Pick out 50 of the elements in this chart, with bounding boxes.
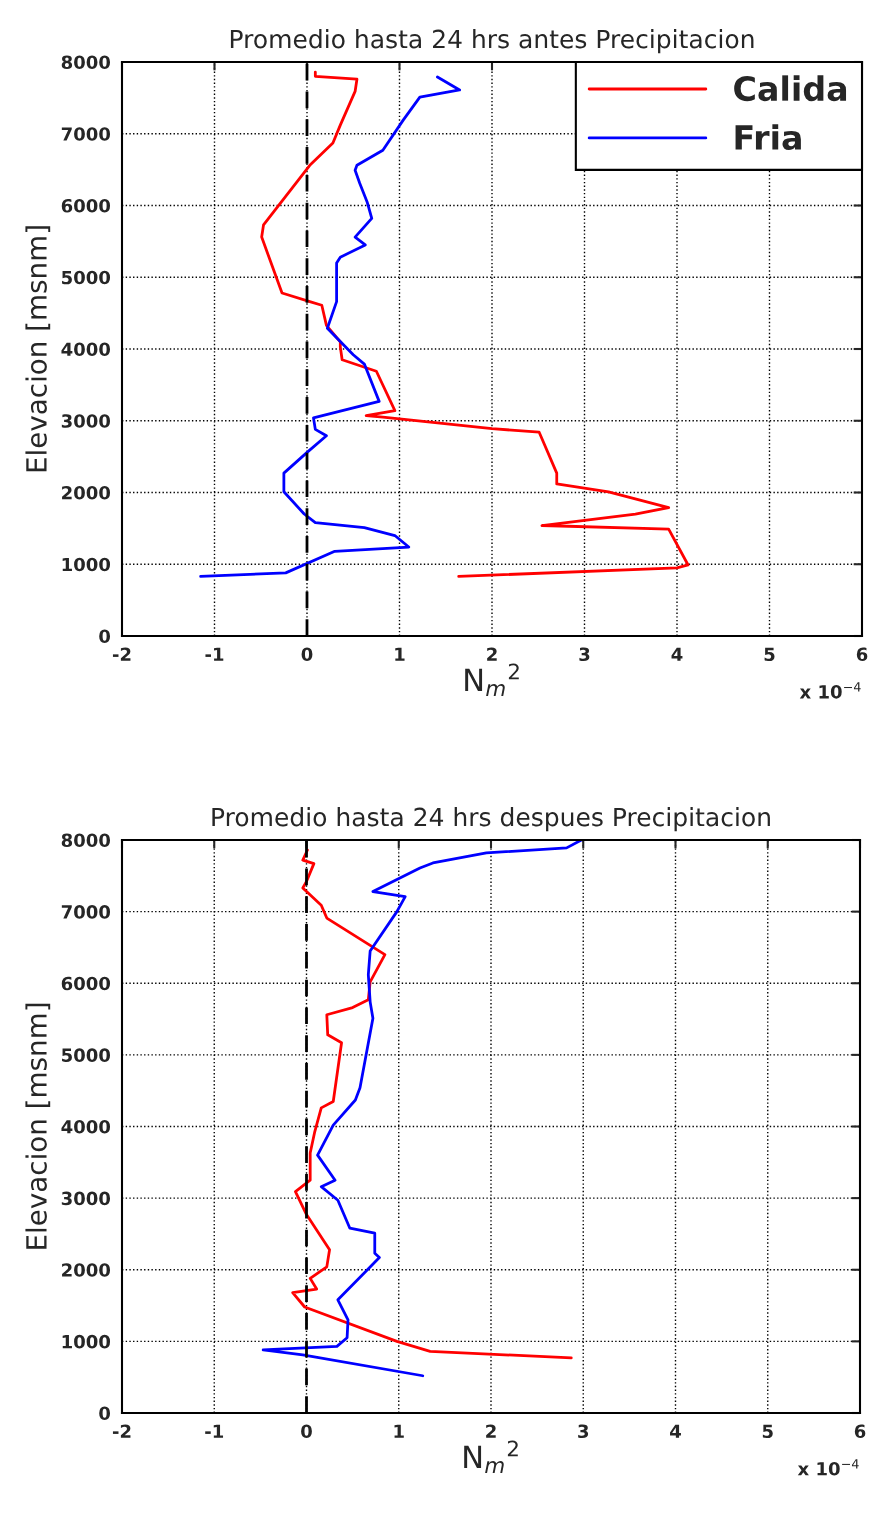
x-tick-label: 2 <box>487 647 497 661</box>
x-tick-label: 0 <box>301 1424 312 1439</box>
legend-label: Fria <box>735 124 801 151</box>
y-tick-label: 8000 <box>61 55 111 70</box>
x-tick-label: 4 <box>671 647 683 661</box>
y-tick-label: 5000 <box>62 270 111 285</box>
x-tick-label: 5 <box>762 1424 773 1439</box>
y-tick-label: 3000 <box>61 414 111 428</box>
y-tick-label: 4000 <box>61 1119 111 1134</box>
y-tick-label: 6000 <box>61 976 111 991</box>
chart-title: Promedio hasta 24 hrs antes Precipitacion <box>230 29 754 54</box>
text: x 10$^{−4}$ <box>799 682 861 699</box>
x-tick-label: -1 <box>205 1424 224 1438</box>
x-tick-label: 1 <box>395 647 405 661</box>
y-axis-title: Elevacion [msnm] <box>25 1003 51 1249</box>
x-tick-label: 4 <box>670 1424 681 1438</box>
x-tick-label: 0 <box>301 647 313 662</box>
x-tick-label: 3 <box>579 647 590 662</box>
x-tick-label: -1 <box>205 647 224 661</box>
chart-title: Promedio hasta 24 hrs despues Precipitacion <box>212 807 770 832</box>
line-series <box>291 848 573 1360</box>
y-tick-label: 0 <box>99 629 111 644</box>
x-tick-label: -2 <box>112 647 131 661</box>
x-tick-label: 2 <box>486 1424 496 1438</box>
x-tick-label: 5 <box>764 647 775 662</box>
y-tick-label: 3000 <box>61 1191 111 1206</box>
line-series <box>199 75 462 578</box>
x-tick-label: 6 <box>856 647 868 662</box>
x-axis-title: N$_{m}$$^{2}$ <box>465 663 519 697</box>
y-tick-label: 5000 <box>62 1048 111 1062</box>
y-tick-label: 0 <box>99 1406 111 1421</box>
text: x 10$^{−4}$ <box>797 1459 859 1476</box>
x-tick-label: 6 <box>854 1424 866 1439</box>
y-tick-label: 1000 <box>62 1334 111 1349</box>
line-series <box>260 70 690 578</box>
line-series <box>261 840 583 1378</box>
x-tick-label: 3 <box>578 1424 589 1439</box>
y-axis-title: Elevacion [msnm] <box>25 226 51 472</box>
y-tick-label: 7000 <box>61 905 111 919</box>
x-tick-label: 1 <box>394 1424 404 1438</box>
y-tick-label: 6000 <box>61 198 111 213</box>
y-tick-label: 1000 <box>62 557 111 572</box>
x-tick-label: -2 <box>112 1424 131 1438</box>
legend-label: Calida <box>734 75 847 102</box>
y-tick-label: 8000 <box>61 833 111 848</box>
x-axis-title: N$_{m}$$^{2}$ <box>464 1440 518 1474</box>
y-tick-label: 4000 <box>61 342 111 357</box>
y-tick-label: 2000 <box>62 1263 111 1277</box>
y-tick-label: 2000 <box>62 485 111 500</box>
y-tick-label: 7000 <box>61 127 111 141</box>
